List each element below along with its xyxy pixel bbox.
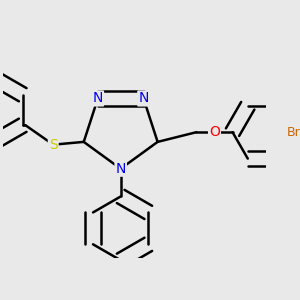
Text: O: O bbox=[209, 125, 220, 139]
Text: N: N bbox=[138, 92, 149, 106]
Text: N: N bbox=[116, 162, 126, 176]
Text: N: N bbox=[93, 92, 103, 106]
Text: S: S bbox=[49, 138, 58, 152]
Text: Br: Br bbox=[287, 126, 300, 139]
